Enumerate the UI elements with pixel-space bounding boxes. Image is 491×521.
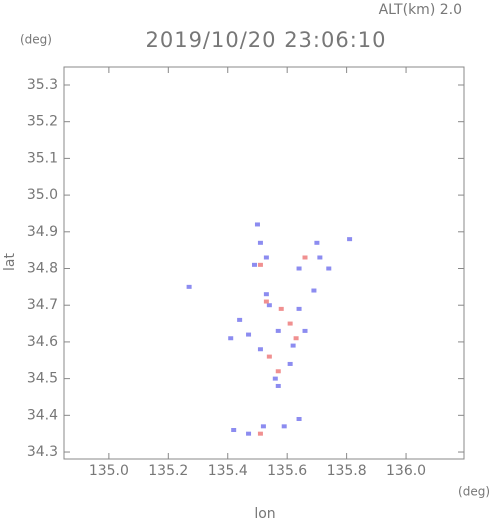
x-tick-label: 135.6 — [267, 463, 307, 479]
y-tick-label: 34.5 — [27, 371, 58, 387]
echo-point — [290, 343, 296, 348]
echo-point — [275, 369, 281, 374]
echo-point — [266, 303, 272, 308]
y-tick-label: 34.4 — [27, 407, 58, 423]
echo-point — [296, 266, 302, 271]
echo-point — [278, 306, 284, 311]
x-tick-label: 135.0 — [89, 463, 129, 479]
echo-point — [257, 240, 263, 245]
y-tick-label: 34.6 — [27, 334, 58, 350]
x-unit: (deg) — [458, 485, 490, 499]
y-unit: (deg) — [20, 33, 52, 47]
echo-point — [311, 288, 317, 293]
echo-point — [287, 361, 293, 366]
y-tick-label: 35.3 — [27, 77, 58, 93]
echo-point — [293, 336, 299, 341]
echo-point — [296, 306, 302, 311]
echo-point — [302, 328, 308, 333]
y-tick-label: 34.7 — [27, 297, 58, 313]
echo-point — [272, 376, 278, 381]
x-tick-label: 136.0 — [386, 463, 426, 479]
echo-point — [260, 424, 266, 429]
plot-frame — [63, 66, 465, 460]
y-tick-label: 34.3 — [27, 444, 58, 460]
echo-point — [287, 321, 293, 326]
y-tick-label: 34.9 — [27, 224, 58, 240]
echo-point — [347, 237, 353, 242]
echo-point — [254, 222, 260, 227]
x-tick-label: 135.4 — [208, 463, 248, 479]
echo-point — [317, 255, 323, 260]
echo-point — [281, 424, 287, 429]
y-axis-label: lat — [2, 253, 18, 271]
y-tick-label: 35.1 — [27, 150, 58, 166]
echo-point — [266, 354, 272, 359]
echo-point — [246, 431, 252, 436]
echo-point — [263, 292, 269, 297]
echo-point — [326, 266, 332, 271]
echo-point — [263, 255, 269, 260]
y-tick-label: 35.0 — [27, 187, 58, 203]
echo-point — [314, 240, 320, 245]
echo-point — [246, 332, 252, 337]
echo-point — [257, 347, 263, 352]
altitude-label: ALT(km) 2.0 — [379, 2, 462, 18]
echo-point — [228, 336, 234, 341]
echo-point — [302, 255, 308, 260]
echo-point — [275, 383, 281, 388]
echo-point — [186, 284, 192, 289]
echo-point — [296, 416, 302, 421]
y-tick-label: 35.2 — [27, 114, 58, 130]
x-tick-label: 135.2 — [148, 463, 188, 479]
echo-point — [237, 317, 243, 322]
chart-title: 2019/10/20 23:06:10 — [145, 28, 386, 52]
x-axis-label: lon — [254, 506, 275, 521]
echo-point — [275, 328, 281, 333]
echo-point — [257, 431, 263, 436]
echo-point — [257, 262, 263, 267]
echo-point — [231, 428, 237, 433]
echo-point — [263, 299, 269, 304]
y-tick-label: 34.8 — [27, 261, 58, 277]
x-tick-label: 135.8 — [327, 463, 367, 479]
echo-point — [251, 262, 257, 267]
